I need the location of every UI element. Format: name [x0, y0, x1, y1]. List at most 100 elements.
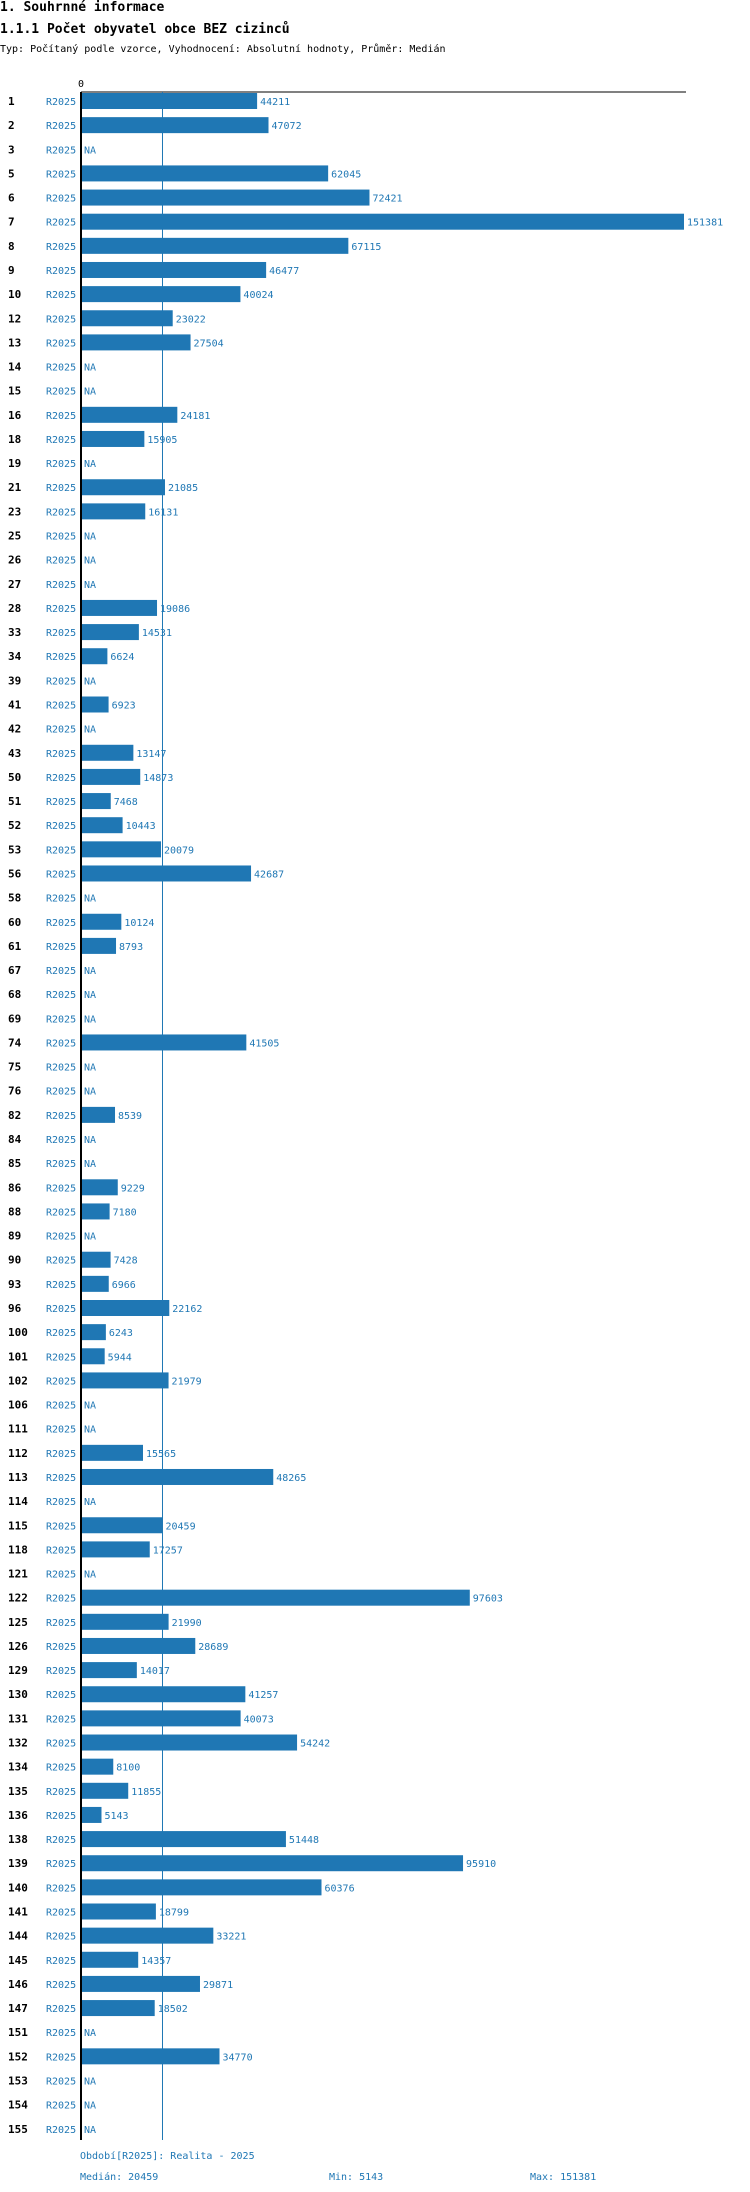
- value-label: 151381: [687, 218, 723, 229]
- bar: [81, 937, 117, 954]
- bar: [81, 1468, 274, 1485]
- row-period-label: R2025: [46, 749, 76, 760]
- value-label: 10124: [124, 918, 154, 929]
- row-label: 8: [8, 240, 15, 253]
- row-period-label: R2025: [46, 363, 76, 374]
- row-period-label: R2025: [46, 532, 76, 543]
- row-label: 61: [8, 940, 22, 953]
- row-period-label: R2025: [46, 266, 76, 277]
- value-label: 47072: [272, 121, 302, 132]
- row-period-label: R2025: [46, 2004, 76, 2015]
- value-label: 13147: [136, 749, 166, 760]
- row-label: 34: [8, 650, 22, 663]
- value-label: 18502: [158, 2004, 188, 2015]
- value-label: 29871: [203, 1980, 233, 1991]
- bar: [81, 1734, 298, 1751]
- row-label: 147: [8, 2002, 28, 2015]
- value-label: 16131: [148, 507, 178, 518]
- row-period-label: R2025: [46, 242, 76, 253]
- row-label: 58: [8, 892, 21, 905]
- row-label: 153: [8, 2074, 28, 2087]
- bar: [81, 286, 241, 303]
- value-label: 8793: [119, 942, 143, 953]
- value-label: 72421: [372, 194, 402, 205]
- bar: [81, 1831, 286, 1848]
- value-label: 18799: [159, 1908, 189, 1919]
- row-period-label: R2025: [46, 121, 76, 132]
- row-label: 16: [8, 409, 22, 422]
- row-period-label: R2025: [46, 918, 76, 929]
- value-label: 6243: [109, 1328, 133, 1339]
- value-label: 11855: [131, 1787, 161, 1798]
- row-period-label: R2025: [46, 1570, 76, 1581]
- row-label: 145: [8, 1954, 28, 1967]
- na-label: NA: [84, 1087, 96, 1098]
- row-period-label: R2025: [46, 869, 76, 880]
- bar: [81, 93, 258, 109]
- row-label: 111: [8, 1423, 28, 1436]
- value-label: 7428: [114, 1256, 138, 1267]
- row-label: 139: [8, 1857, 28, 1870]
- bar: [81, 1589, 470, 1606]
- row-label: 152: [8, 2050, 28, 2063]
- value-label: 5944: [108, 1352, 132, 1363]
- row-label: 86: [8, 1181, 22, 1194]
- value-label: 21979: [172, 1376, 202, 1387]
- row-period-label: R2025: [46, 1883, 76, 1894]
- row-label: 15: [8, 385, 21, 398]
- bar: [81, 1251, 111, 1268]
- bar: [81, 2000, 155, 2017]
- row-period-label: R2025: [46, 1932, 76, 1943]
- value-label: 7468: [114, 797, 138, 808]
- bar: [81, 624, 139, 641]
- row-label: 126: [8, 1640, 28, 1653]
- bar: [81, 793, 111, 810]
- row-period-label: R2025: [46, 387, 76, 398]
- row-period-label: R2025: [46, 1038, 76, 1049]
- row-period-label: R2025: [46, 556, 76, 567]
- row-period-label: R2025: [46, 435, 76, 446]
- bar: [81, 599, 158, 616]
- row-period-label: R2025: [46, 169, 76, 180]
- row-label: 23: [8, 505, 21, 518]
- na-label: NA: [84, 2028, 96, 2039]
- row-period-label: R2025: [46, 1304, 76, 1315]
- value-label: 21990: [172, 1618, 202, 1629]
- row-period-label: R2025: [46, 1014, 76, 1025]
- value-label: 40024: [243, 290, 273, 301]
- row-label: 51: [8, 795, 22, 808]
- row-label: 114: [8, 1495, 28, 1508]
- value-label: 23022: [176, 314, 206, 325]
- row-label: 82: [8, 1109, 21, 1122]
- bar: [81, 479, 165, 496]
- na-label: NA: [84, 990, 96, 1001]
- footer-period: Období[R2025]: Realita - 2025: [80, 2151, 255, 2162]
- row-label: 53: [8, 843, 21, 856]
- value-label: 20079: [164, 845, 194, 856]
- bar: [81, 1203, 110, 1220]
- row-label: 115: [8, 1519, 28, 1532]
- row-label: 60: [8, 916, 21, 929]
- row-period-label: R2025: [46, 411, 76, 422]
- row-period-label: R2025: [46, 821, 76, 832]
- value-label: 54242: [300, 1739, 330, 1750]
- row-period-label: R2025: [46, 1256, 76, 1267]
- value-label: 15565: [146, 1449, 176, 1460]
- bar: [81, 1710, 241, 1727]
- row-period-label: R2025: [46, 1328, 76, 1339]
- value-label: 21085: [168, 483, 198, 494]
- row-period-label: R2025: [46, 773, 76, 784]
- x-axis-zero-label: 0: [78, 79, 84, 90]
- row-period-label: R2025: [46, 1473, 76, 1484]
- row-period-label: R2025: [46, 604, 76, 615]
- value-label: 14357: [141, 1956, 171, 1967]
- na-label: NA: [84, 2101, 96, 2112]
- row-label: 84: [8, 1133, 22, 1146]
- row-period-label: R2025: [46, 1642, 76, 1653]
- row-label: 52: [8, 819, 21, 832]
- row-period-label: R2025: [46, 507, 76, 518]
- na-label: NA: [84, 532, 96, 543]
- row-period-label: R2025: [46, 1521, 76, 1532]
- bar: [81, 430, 145, 447]
- row-period-label: R2025: [46, 1111, 76, 1122]
